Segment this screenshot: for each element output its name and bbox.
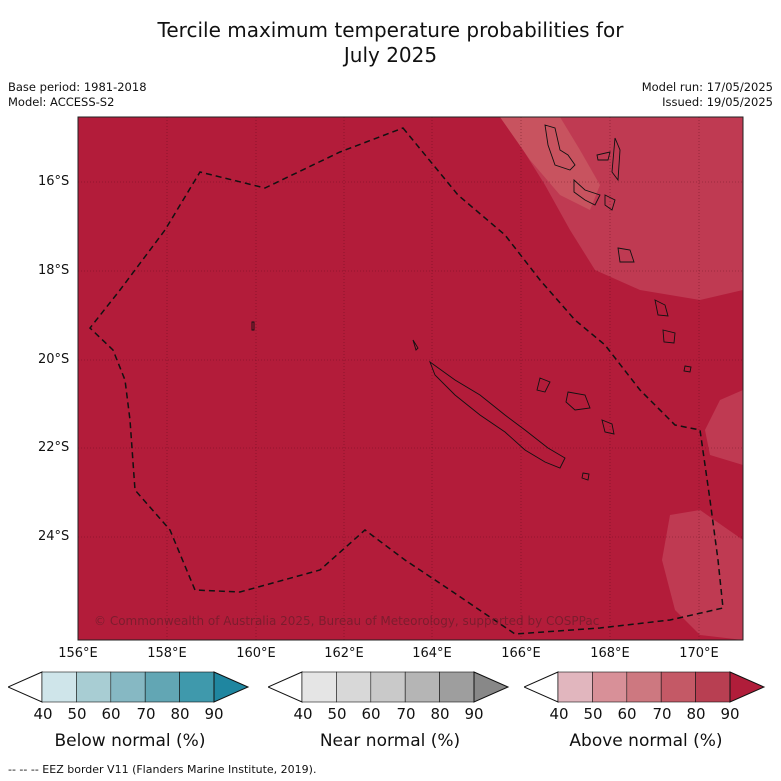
tick-above-80: 80 [686, 705, 706, 723]
model-run: Model run: 17/05/2025 [641, 80, 773, 94]
meta-left: Base period: 1981-2018 Model: ACCESS-S2 [8, 80, 147, 110]
lat-label-16s: 16°S [38, 174, 70, 189]
loyalty-islands [536, 377, 615, 435]
colorbar-segment [404, 671, 440, 703]
colorbar-segment [179, 671, 215, 703]
tick-above-60: 60 [617, 705, 637, 723]
lon-label-170e: 170°E [679, 646, 719, 661]
base-period: Base period: 1981-2018 [8, 80, 147, 94]
tick-near-60: 60 [361, 705, 381, 723]
colorbar-segment [557, 671, 593, 703]
tick-above-50: 50 [583, 705, 603, 723]
colorbar-segment [76, 671, 112, 703]
lat-label-22s: 22°S [38, 440, 70, 455]
title-line-1: Tercile maximum temperature probabilitie… [157, 18, 624, 42]
colorbar-segment [336, 671, 372, 703]
meta-right: Model run: 17/05/2025 Issued: 19/05/2025 [642, 80, 773, 110]
lon-label-168e: 168°E [590, 646, 630, 661]
colorbar-min-extension [8, 671, 43, 703]
colorbar-segment [144, 671, 180, 703]
colorbar-below [8, 671, 250, 703]
colorbar-min-extension [268, 671, 303, 703]
colorbar-segment [660, 671, 696, 703]
tick-near-80: 80 [430, 705, 450, 723]
issued-date: Issued: 19/05/2025 [662, 95, 773, 109]
colorbar-above [524, 671, 766, 703]
prob-patch-north-inner [500, 117, 600, 210]
tick-below-50: 50 [67, 705, 87, 723]
tick-below-80: 80 [170, 705, 190, 723]
lon-label-158e: 158°E [147, 646, 187, 661]
eez-border [88, 127, 724, 635]
prob-patch-southeast [662, 510, 743, 640]
tick-above-90: 90 [720, 705, 740, 723]
colorbar-segment [439, 671, 475, 703]
tick-near-90: 90 [464, 705, 484, 723]
lon-label-160e: 160°E [236, 646, 276, 661]
tick-near-70: 70 [396, 705, 416, 723]
tick-above-70: 70 [652, 705, 672, 723]
tick-near-50: 50 [327, 705, 347, 723]
lon-label-162e: 162°E [324, 646, 364, 661]
copyright-text: © Commonwealth of Australia 2025, Bureau… [94, 614, 600, 628]
colorbar-segment [110, 671, 146, 703]
title-line-2: July 2025 [343, 43, 438, 67]
tick-below-60: 60 [101, 705, 121, 723]
colorbar-segment [592, 671, 628, 703]
tick-below-70: 70 [136, 705, 156, 723]
legend-label-near: Near normal (%) [319, 731, 461, 751]
prob-patch-east [705, 390, 743, 465]
eez-footer-note: -- -- -- EEZ border V11 (Flanders Marine… [8, 763, 317, 776]
lat-label-20s: 20°S [38, 352, 70, 367]
new-caledonia-island [429, 360, 566, 469]
colorbar-segment [626, 671, 662, 703]
legend-label-below: Below normal (%) [54, 731, 206, 751]
colorbar-segment [370, 671, 406, 703]
lat-label-24s: 24°S [38, 529, 70, 544]
model-name: Model: ACCESS-S2 [8, 95, 115, 109]
colorbar-near [268, 671, 510, 703]
colorbar-max-extension [729, 671, 766, 703]
legend-label-above: Above normal (%) [569, 731, 723, 751]
tick-below-40: 40 [33, 705, 53, 723]
map-title: Tercile maximum temperature probabilitie… [0, 18, 781, 68]
lon-label-156e: 156°E [58, 646, 98, 661]
map-frame [77, 116, 744, 641]
lat-label-18s: 18°S [38, 263, 70, 278]
tick-above-40: 40 [549, 705, 569, 723]
colorbar-max-extension [213, 671, 250, 703]
lon-label-164e: 164°E [412, 646, 452, 661]
colorbar-segment [695, 671, 731, 703]
colorbar-max-extension [473, 671, 510, 703]
tick-near-40: 40 [293, 705, 313, 723]
colorbar-min-extension [524, 671, 559, 703]
lon-label-166e: 166°E [501, 646, 541, 661]
small-reef-islands [251, 321, 419, 351]
colorbar-segment [41, 671, 77, 703]
colorbar-segment [301, 671, 337, 703]
vanuatu-islands [544, 124, 692, 481]
tick-below-90: 90 [204, 705, 224, 723]
